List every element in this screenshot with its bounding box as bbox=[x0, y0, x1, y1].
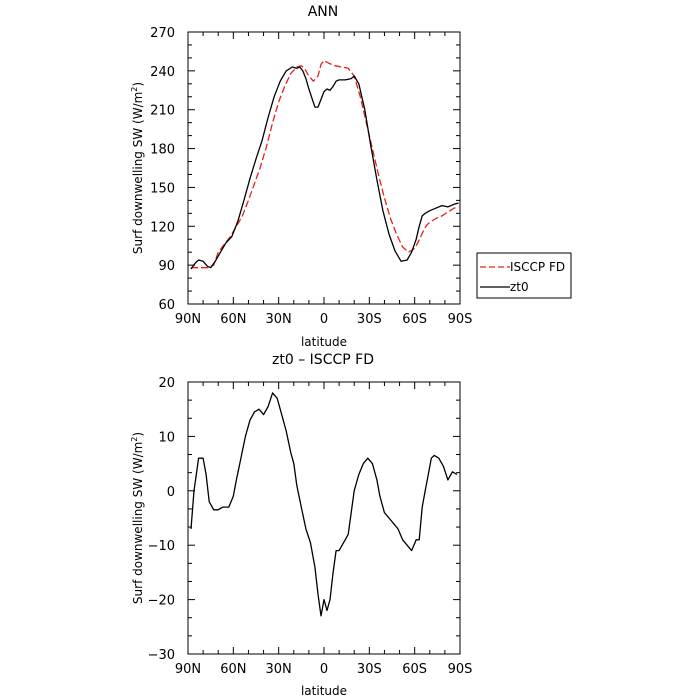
bottom-y-axis-label: Surf downwelling SW (W/m2) bbox=[130, 432, 145, 604]
bottom-y-axis-label-end: ) bbox=[131, 432, 145, 437]
bottom-x-tick-label: 60N bbox=[220, 662, 246, 677]
legend-box bbox=[476, 252, 572, 299]
bottom-chart: zt0 – ISCCP FD 90N 60N 30N 0 30S 60S 90S −30 −20… bbox=[130, 352, 472, 698]
legend: ISCCP FD zt0 bbox=[476, 252, 572, 299]
top-series-zt0-line bbox=[190, 66, 459, 270]
bottom-x-tick-label: 30S bbox=[357, 662, 382, 677]
top-y-tick-label: 210 bbox=[150, 104, 175, 119]
top-series-isccp-fd-line bbox=[191, 59, 459, 269]
top-y-axis-label-sup: 2 bbox=[130, 87, 139, 92]
top-x-axis-label: latitude bbox=[301, 335, 347, 349]
bottom-x-tick-label: 90S bbox=[448, 662, 473, 677]
top-y-tick-label: 180 bbox=[150, 143, 175, 158]
top-y-tick-label: 270 bbox=[150, 26, 175, 41]
top-chart: ANN 90N 60N 30N 0 30S 60S 90S 60 90 120 150 180 210 2… bbox=[130, 4, 572, 349]
top-x-tick-label: 90S bbox=[448, 312, 473, 327]
top-chart-title: ANN bbox=[308, 4, 339, 20]
bottom-y-tick-label: −10 bbox=[148, 539, 175, 554]
bottom-chart-title: zt0 – ISCCP FD bbox=[272, 352, 374, 368]
bottom-y-tick-label: −30 bbox=[148, 648, 175, 663]
bottom-y-tick-label: −20 bbox=[148, 594, 175, 609]
top-y-tick-label: 240 bbox=[150, 65, 175, 80]
bottom-x-tick-label: 90N bbox=[175, 662, 201, 677]
top-y-axis-label: Surf downwelling SW (W/m2) bbox=[130, 82, 145, 254]
bottom-y-axis-label-main: Surf downwelling SW (W/m bbox=[131, 442, 145, 604]
bottom-y-axis-label-sup: 2 bbox=[130, 437, 139, 442]
legend-label-zt0: zt0 bbox=[510, 280, 529, 294]
top-x-tick-label: 90N bbox=[175, 312, 201, 327]
legend-label-isccp: ISCCP FD bbox=[510, 260, 565, 274]
bottom-plot-frame bbox=[187, 381, 461, 655]
top-y-axis-label-main: Surf downwelling SW (W/m bbox=[131, 92, 145, 254]
bottom-x-tick-label: 30N bbox=[266, 662, 292, 677]
bottom-y-tick-label: 20 bbox=[158, 376, 175, 391]
bottom-plot-area: 90N 60N 30N 0 30S 60S 90S −30 −20 −10 0 10 20 bbox=[148, 376, 473, 677]
top-y-tick-label: 120 bbox=[150, 220, 175, 235]
top-y-tick-label: 150 bbox=[150, 181, 175, 196]
bottom-series-difference-line bbox=[190, 392, 458, 617]
top-plot-area: 90N 60N 30N 0 30S 60S 90S 60 90 120 150 180 210 240 27… bbox=[150, 26, 472, 327]
top-y-tick-label: 90 bbox=[158, 259, 175, 274]
bottom-y-tick-label: 0 bbox=[167, 485, 175, 500]
top-y-tick-label: 60 bbox=[158, 298, 175, 313]
top-x-tick-label: 30N bbox=[266, 312, 292, 327]
top-y-axis-label-end: ) bbox=[131, 82, 145, 87]
bottom-x-tick-label: 60S bbox=[402, 662, 427, 677]
bottom-x-tick-label: 0 bbox=[320, 662, 328, 677]
top-x-tick-label: 0 bbox=[320, 312, 328, 327]
top-plot-frame bbox=[187, 31, 461, 305]
bottom-x-axis-label: latitude bbox=[301, 684, 347, 698]
top-x-tick-label: 60N bbox=[220, 312, 246, 327]
bottom-y-tick-label: 10 bbox=[158, 430, 175, 445]
top-x-tick-label: 30S bbox=[357, 312, 382, 327]
top-x-tick-label: 60S bbox=[402, 312, 427, 327]
